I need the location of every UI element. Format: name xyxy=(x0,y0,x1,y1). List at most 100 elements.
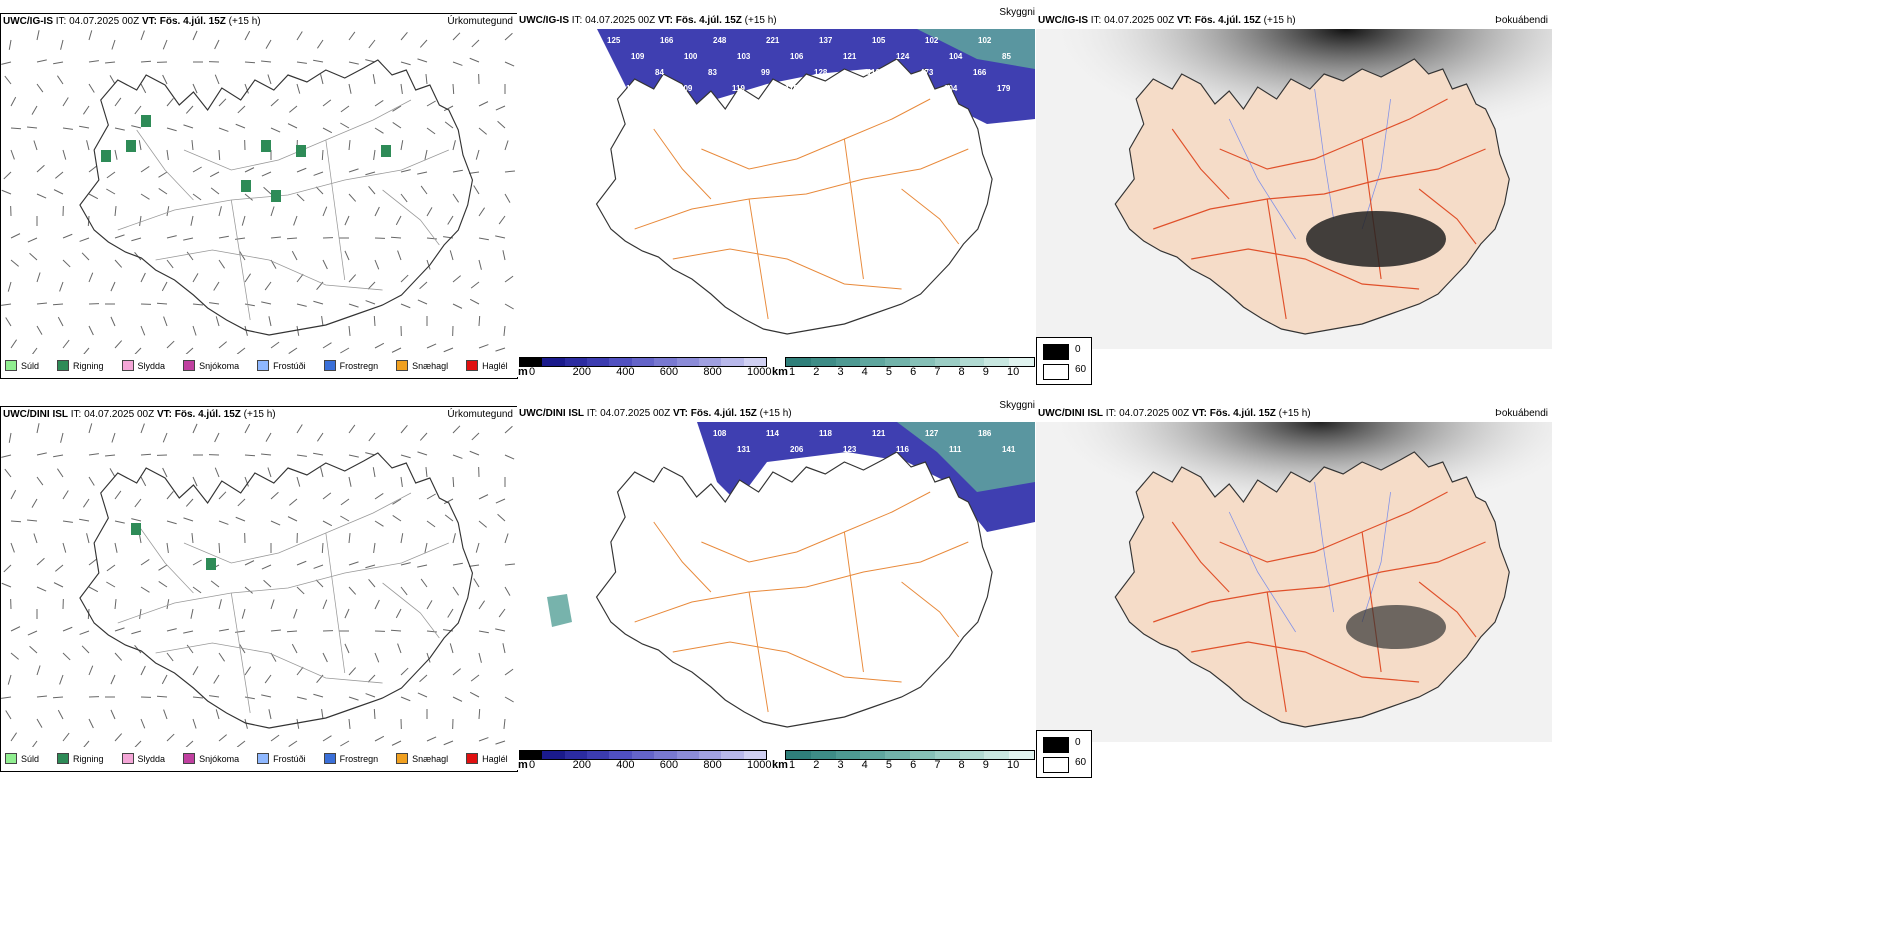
colorbar-segment xyxy=(587,358,610,366)
wind-barb xyxy=(320,467,324,478)
colorbar-segment xyxy=(520,751,543,759)
road-line xyxy=(382,189,440,246)
wind-barb xyxy=(365,171,376,176)
wind-barb xyxy=(425,74,428,85)
wind-barb xyxy=(244,193,253,201)
wind-barb xyxy=(31,105,38,115)
wind-barb xyxy=(5,317,12,327)
fog-high-swatch xyxy=(1043,737,1069,753)
wind-barb xyxy=(186,644,194,654)
wind-barb xyxy=(62,626,73,632)
lead-time: (+15 h) xyxy=(744,15,777,26)
wind-barb xyxy=(10,233,21,239)
wind-barb xyxy=(348,454,359,458)
ceiling-label: 76 xyxy=(655,461,664,470)
road-line xyxy=(1418,581,1477,638)
wind-barb xyxy=(156,302,168,305)
ceiling-label: 115 xyxy=(785,84,798,93)
ceiling-label: 118 xyxy=(819,429,832,438)
wind-barb xyxy=(140,476,147,487)
wind-barb xyxy=(36,452,47,456)
wind-barb xyxy=(426,736,437,742)
valid-label: VT: xyxy=(657,15,673,26)
panel-label: Úrkomutegund xyxy=(447,409,513,420)
fog-low-swatch xyxy=(1043,757,1069,773)
wind-barb xyxy=(79,518,90,522)
wind-barb xyxy=(321,316,324,327)
road-line xyxy=(672,641,902,683)
wind-barb xyxy=(4,75,12,85)
wind-barb xyxy=(166,520,177,525)
wind-barb xyxy=(400,586,408,596)
wind-barb xyxy=(244,586,253,594)
fog-high-label: 0 xyxy=(1075,344,1081,355)
legend-item: Snjókoma xyxy=(183,360,239,371)
legend-label: Snjókoma xyxy=(199,753,240,764)
wind-barb xyxy=(140,665,146,676)
ceiling-label: 84 xyxy=(655,68,664,77)
wind-barb xyxy=(10,520,22,523)
wind-barb xyxy=(293,608,298,619)
wind-barb xyxy=(391,347,402,353)
wind-barb xyxy=(400,476,403,487)
wind-barb xyxy=(478,344,489,349)
wind-barb xyxy=(478,207,486,217)
wind-barb xyxy=(237,105,246,114)
colorbar-tick: 1 xyxy=(789,366,796,378)
wind-barb xyxy=(134,740,142,747)
road-line xyxy=(901,581,960,638)
wind-barb xyxy=(419,281,428,290)
colorbar-segment xyxy=(743,358,766,366)
wind-barb xyxy=(166,733,175,742)
wind-barb xyxy=(417,58,428,63)
wind-barb xyxy=(241,215,246,226)
wind-barb xyxy=(419,674,428,683)
wind-barb xyxy=(214,39,220,50)
wind-barb xyxy=(368,579,376,588)
ceiling-label: 100 xyxy=(684,52,698,61)
wind-barb xyxy=(5,710,12,720)
wind-barb xyxy=(367,281,376,290)
wind-barb xyxy=(1,696,12,699)
wind-barb xyxy=(503,718,506,729)
colorbar-tick: 10 xyxy=(1007,759,1020,771)
wind-barb xyxy=(244,273,252,283)
wind-barb xyxy=(27,237,38,243)
wind-barb xyxy=(166,628,177,632)
ceiling-label: 107 xyxy=(756,100,770,109)
visibility-colorbar xyxy=(785,357,1035,367)
colorbar-segment xyxy=(631,358,655,366)
river-line xyxy=(1228,511,1296,633)
wind-barb xyxy=(162,467,168,478)
wind-barb xyxy=(27,519,38,522)
wind-barb xyxy=(114,733,123,742)
legend-item: Snjókoma xyxy=(183,753,239,764)
wind-barb xyxy=(444,514,454,522)
colorbar-segment xyxy=(631,751,655,759)
colorbar-tick: 6 xyxy=(910,366,917,378)
wind-barb xyxy=(88,558,98,566)
wind-barb xyxy=(417,451,428,456)
wind-barb xyxy=(264,674,272,684)
wind-barb xyxy=(340,122,350,129)
ceiling-map: 113 98 108 114 118 121 127 186 196 488 131 206 123 11… xyxy=(547,422,1035,728)
wind-barb xyxy=(140,272,146,283)
colorbar-segment xyxy=(885,751,910,759)
legend-item: Frostregn xyxy=(323,753,378,764)
wind-barb xyxy=(452,140,456,151)
ceiling-unit: m xyxy=(518,759,528,771)
road-line xyxy=(117,149,449,231)
panel-header: UWC/IG-IS IT: 04.07.2025 00Z VT: Fös. 4.… xyxy=(517,13,1035,29)
wind-barb xyxy=(270,236,281,239)
model-name: UWC/DINI ISL xyxy=(3,409,68,420)
wind-barb xyxy=(81,252,90,261)
wind-barb xyxy=(400,169,411,173)
wind-barb xyxy=(452,696,463,702)
wind-barb xyxy=(444,121,454,129)
wind-barb xyxy=(158,564,168,571)
river-line xyxy=(1361,98,1391,230)
colorbar-segment xyxy=(654,358,677,366)
colorbar-tick: 6 xyxy=(910,759,917,771)
wind-barb xyxy=(498,215,506,225)
wind-barb xyxy=(166,98,174,107)
